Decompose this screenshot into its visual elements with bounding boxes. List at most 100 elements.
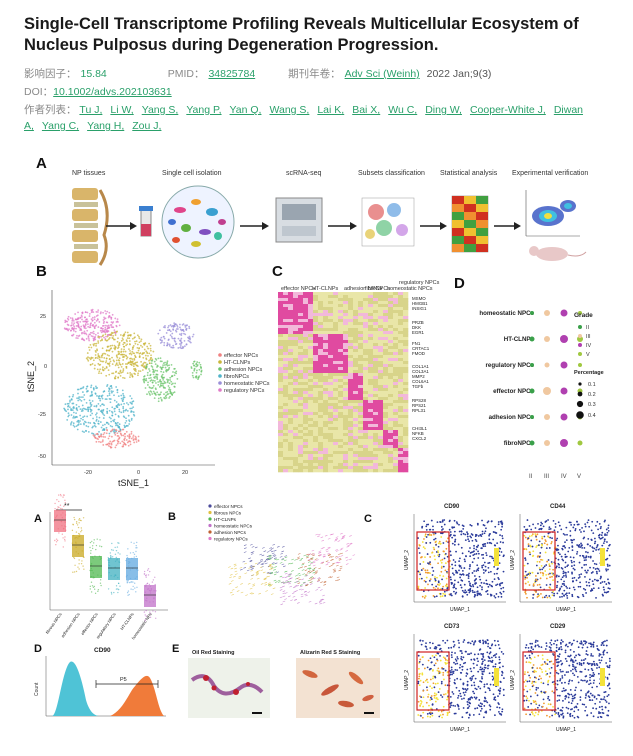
tsne-point [188, 325, 191, 328]
box-jitter-point [127, 548, 129, 550]
heatmap-cell [288, 382, 294, 386]
tsne-point [64, 319, 67, 322]
tsne-point [82, 418, 84, 421]
grade-legend-title: Grade [574, 312, 593, 319]
tsne-point [123, 355, 126, 358]
tsne-point [93, 422, 96, 425]
box-jitter-point [126, 556, 129, 559]
heatmap-cell [368, 400, 374, 404]
box-jitter-point [115, 556, 118, 559]
tsne-point [86, 311, 89, 314]
heatmap-cell [378, 361, 384, 365]
tsne-point [131, 350, 134, 353]
heatmap-cell [298, 349, 304, 353]
heatmap-cell [323, 415, 329, 419]
author-link[interactable]: Zou J, [132, 120, 162, 132]
tsne-point [169, 324, 172, 326]
author-link[interactable]: Cooper-White J, [469, 104, 546, 116]
box-jitter-point [59, 493, 62, 496]
umap-point [438, 540, 441, 543]
author-link[interactable]: Yan Q, [229, 104, 262, 116]
heatmap-cell [328, 418, 334, 422]
heatmap-cell [393, 451, 399, 455]
heatmap-cell [313, 349, 319, 353]
velocity-arrow [284, 556, 288, 559]
author-link[interactable]: Diwan A, [24, 104, 584, 132]
author-link[interactable]: Yang S, [141, 104, 179, 116]
umap-point [584, 569, 587, 572]
tsne-point [193, 360, 196, 363]
umap-point [542, 574, 544, 577]
velocity-arrow [291, 592, 295, 595]
tsne-point [77, 325, 80, 328]
heatmap-cell [283, 400, 289, 404]
tsne-point [111, 372, 113, 375]
author-link[interactable]: Wu C, [388, 104, 418, 116]
author-link[interactable]: Yang H, [87, 120, 125, 132]
journal-link[interactable]: Adv Sci (Weinh) [344, 68, 420, 80]
heatmap-cell [383, 337, 389, 341]
heatmap-cell [348, 361, 354, 365]
heatmap-cell [398, 346, 404, 350]
umap-point [573, 564, 576, 567]
heatmap-cell [363, 322, 369, 326]
author-link[interactable]: Yang C, [41, 120, 80, 132]
author-link[interactable]: Lai K, [317, 104, 345, 116]
heatmap-cell [378, 463, 384, 467]
velocity-arrow [245, 594, 248, 596]
heatmap-cell [308, 337, 314, 341]
heatmap-cell [378, 307, 384, 311]
author-link[interactable]: Tu J, [79, 104, 103, 116]
pmid-link[interactable]: 34825784 [208, 68, 256, 80]
heatmap-cell [353, 442, 359, 446]
heatmap-cell [368, 463, 374, 467]
heatmap-cell [283, 376, 289, 380]
tsne-point [79, 320, 82, 323]
tsne-point [115, 354, 118, 357]
box-jitter-point [119, 553, 121, 555]
umap-point [489, 593, 492, 596]
heatmap-cell [383, 307, 389, 311]
author-link[interactable]: Yang P, [186, 104, 222, 116]
heatmap-cell [338, 361, 344, 365]
umap-point [499, 591, 502, 594]
tsne-point [147, 354, 149, 357]
umap-point [553, 592, 556, 595]
heatmap-cell [283, 304, 289, 308]
heatmap-cell [298, 334, 304, 338]
tsne-point [70, 324, 73, 327]
tsne-point [97, 372, 100, 375]
tsne-point [90, 335, 93, 337]
tsne-point [132, 406, 135, 409]
heatmap-cell [333, 466, 339, 470]
heatmap-cell [308, 448, 314, 452]
author-link[interactable]: Wang S, [269, 104, 310, 116]
umap-point [462, 532, 465, 535]
author-link[interactable]: Li W, [110, 104, 134, 116]
heatmap-cell [403, 433, 409, 437]
tsne-point [166, 362, 168, 365]
heatmap-cell [283, 364, 289, 368]
umap-point [495, 584, 497, 587]
tsne-point [180, 337, 183, 340]
tsne-point [150, 354, 152, 357]
umap-point [496, 583, 499, 586]
heatmap-cell [388, 325, 394, 329]
heatmap-cell [378, 388, 384, 392]
doi-link[interactable]: 10.1002/advs.202103631 [53, 86, 172, 98]
tsne-point [75, 327, 77, 330]
heatmap-cell [353, 448, 359, 452]
author-link[interactable]: Bai X, [352, 104, 381, 116]
tsne-point [102, 330, 104, 333]
umap-point [500, 595, 503, 598]
tsne-point [115, 429, 118, 432]
box-jitter-point [152, 610, 154, 612]
heatmap-cell [328, 403, 334, 407]
heatmap-cell [333, 295, 339, 299]
author-link[interactable]: Ding W, [425, 104, 462, 116]
umap-point [544, 521, 547, 523]
heatmap-cell [298, 352, 304, 356]
umap-point [493, 578, 496, 581]
velocity-arrow [288, 595, 291, 598]
heatmap-cell [368, 292, 374, 296]
